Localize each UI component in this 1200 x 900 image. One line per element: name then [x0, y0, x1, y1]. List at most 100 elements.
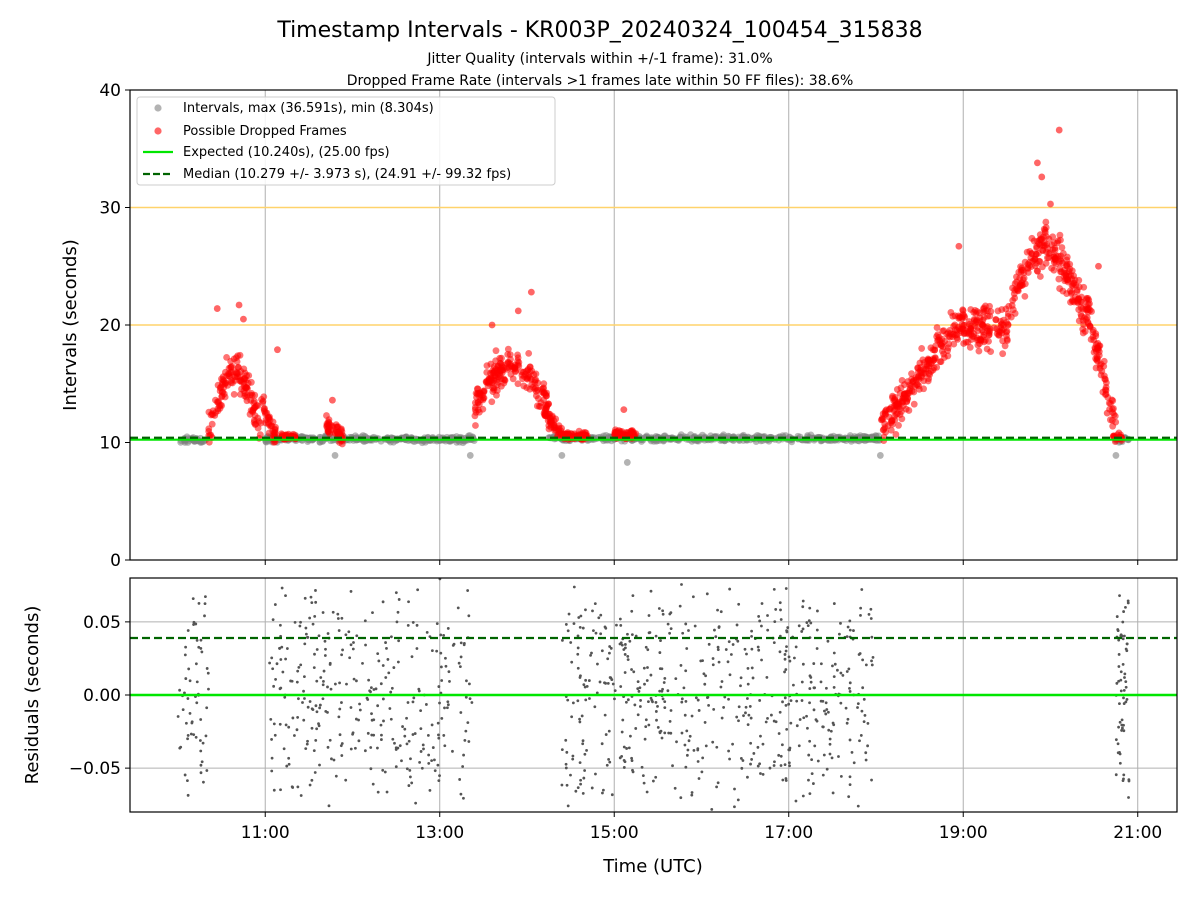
residual-point — [831, 791, 835, 795]
residual-point — [397, 639, 401, 643]
residual-point — [308, 700, 312, 703]
residual-point — [291, 716, 295, 720]
residual-point — [419, 750, 423, 753]
residual-point — [456, 606, 460, 610]
residual-point — [783, 657, 787, 661]
residual-point — [400, 759, 403, 763]
dropped-frame-point — [1095, 262, 1102, 270]
residual-point — [750, 629, 753, 633]
residual-point — [710, 807, 714, 811]
residual-point — [757, 648, 761, 652]
residual-point — [866, 744, 870, 748]
residual-point — [752, 752, 756, 755]
residual-point — [431, 746, 435, 749]
residual-point — [852, 761, 856, 765]
residual-point — [199, 763, 203, 767]
residual-point — [833, 662, 837, 666]
residual-point — [703, 682, 707, 686]
residual-point — [740, 766, 744, 770]
residual-point — [184, 645, 188, 649]
x-tick-label: 13:00 — [415, 823, 464, 843]
dropped-frame-point — [1019, 276, 1027, 283]
residual-point — [631, 768, 634, 772]
dropped-frame-point — [229, 379, 236, 387]
dropped-frame-point — [1109, 422, 1117, 430]
residual-point — [367, 678, 371, 682]
residual-point — [410, 655, 414, 659]
residual-point — [204, 595, 207, 599]
residual-point — [448, 680, 451, 683]
residual-point — [832, 685, 836, 689]
residual-point — [451, 749, 454, 753]
residual-point — [668, 719, 672, 723]
dropped-frame-point — [479, 405, 487, 413]
residual-point — [610, 793, 614, 797]
residual-point — [317, 724, 321, 728]
residual-point — [579, 778, 583, 782]
dropped-frame-point — [218, 393, 226, 401]
residual-point — [847, 795, 851, 799]
dropped-frame-point — [966, 343, 974, 351]
residual-point — [1124, 685, 1128, 689]
residual-point — [660, 667, 664, 671]
dropped-frame-point — [1055, 126, 1063, 134]
residual-point — [860, 588, 864, 591]
residual-point — [707, 703, 710, 707]
residual-point — [801, 599, 805, 603]
residual-point — [623, 653, 627, 656]
dropped-frame-point — [1100, 372, 1108, 380]
residual-point — [186, 734, 190, 737]
residual-point — [403, 734, 407, 738]
residual-point — [805, 621, 809, 624]
dropped-frame-point — [898, 377, 906, 384]
residual-point — [674, 677, 678, 681]
residual-point — [340, 701, 343, 704]
residual-point — [439, 691, 443, 695]
dropped-frame-point — [959, 307, 967, 315]
residual-point — [739, 684, 742, 688]
residual-point — [372, 718, 376, 722]
y-tick-label: 30 — [99, 199, 121, 219]
residual-point — [440, 679, 444, 682]
residual-point — [758, 762, 762, 766]
dropped-frame-point — [1089, 326, 1097, 334]
residual-point — [1122, 696, 1125, 700]
residual-point — [1117, 665, 1121, 668]
dropped-frame-point — [235, 301, 243, 309]
residual-point — [418, 760, 422, 764]
dropped-frame-point — [1092, 332, 1100, 340]
residual-point — [773, 620, 777, 624]
residual-point — [319, 676, 323, 679]
residual-point — [750, 647, 754, 651]
legend-label: Intervals, max (36.591s), min (8.304s) — [183, 101, 434, 116]
residual-point — [396, 660, 400, 664]
dropped-frame-point — [492, 347, 500, 355]
dropped-frame-point — [949, 312, 957, 320]
residual-point — [564, 738, 568, 742]
dropped-frame-point — [975, 347, 983, 355]
residual-point — [716, 781, 720, 785]
residual-point — [581, 791, 585, 795]
residual-point — [281, 670, 285, 674]
residual-point — [387, 671, 391, 675]
residual-point — [437, 685, 441, 688]
residual-point — [832, 675, 836, 679]
residual-point — [800, 699, 804, 702]
residual-point — [658, 731, 662, 735]
residual-point — [324, 647, 327, 651]
residual-point — [788, 748, 792, 752]
residual-point — [1118, 594, 1121, 598]
residual-point — [444, 656, 447, 660]
residual-point — [733, 787, 736, 791]
dropped-frame-point — [1039, 263, 1046, 271]
residual-point — [848, 738, 852, 742]
residual-point — [607, 757, 611, 761]
residual-point — [801, 794, 805, 798]
residual-point — [623, 760, 627, 764]
residual-point — [613, 689, 617, 693]
residual-point — [313, 614, 317, 618]
residual-point — [379, 723, 383, 727]
residual-point — [571, 757, 575, 761]
residual-point — [866, 721, 870, 725]
residual-point — [576, 634, 580, 638]
